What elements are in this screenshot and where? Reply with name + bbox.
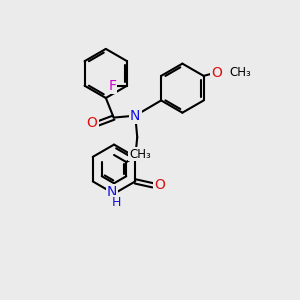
Text: N: N: [130, 109, 140, 123]
Text: O: O: [211, 66, 222, 80]
Text: O: O: [87, 116, 98, 130]
Text: O: O: [154, 178, 165, 192]
Text: CH₃: CH₃: [129, 148, 151, 161]
Text: H: H: [111, 196, 121, 209]
Text: N: N: [107, 185, 117, 199]
Text: CH₃: CH₃: [229, 67, 251, 80]
Text: F: F: [108, 79, 116, 93]
